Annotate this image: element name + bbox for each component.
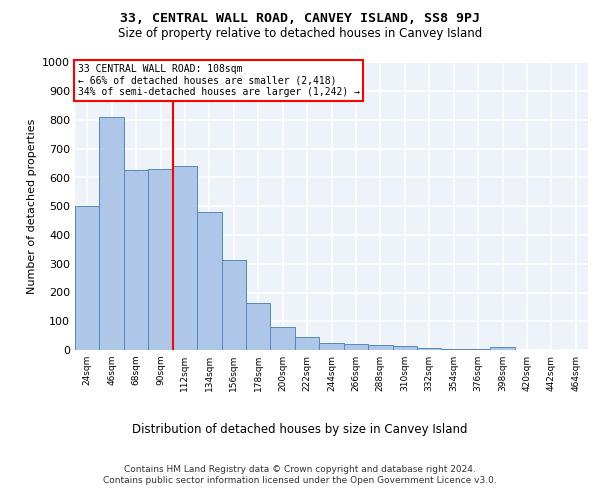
Text: Contains public sector information licensed under the Open Government Licence v3: Contains public sector information licen…: [103, 476, 497, 485]
Bar: [368, 345, 392, 350]
Bar: [246, 304, 271, 350]
Bar: [173, 166, 197, 350]
Text: 33 CENTRAL WALL ROAD: 108sqm
← 66% of detached houses are smaller (2,418)
34% of: 33 CENTRAL WALL ROAD: 108sqm ← 66% of de…: [77, 64, 359, 97]
Bar: [344, 344, 368, 350]
Bar: [221, 260, 246, 350]
Bar: [417, 348, 442, 350]
Y-axis label: Number of detached properties: Number of detached properties: [26, 118, 37, 294]
Bar: [442, 348, 466, 350]
Bar: [392, 346, 417, 350]
Bar: [197, 212, 221, 350]
Text: 33, CENTRAL WALL ROAD, CANVEY ISLAND, SS8 9PJ: 33, CENTRAL WALL ROAD, CANVEY ISLAND, SS…: [120, 12, 480, 26]
Bar: [295, 337, 319, 350]
Bar: [124, 170, 148, 350]
Bar: [148, 169, 173, 350]
Text: Size of property relative to detached houses in Canvey Island: Size of property relative to detached ho…: [118, 28, 482, 40]
Bar: [490, 347, 515, 350]
Text: Distribution of detached houses by size in Canvey Island: Distribution of detached houses by size …: [132, 422, 468, 436]
Bar: [75, 206, 100, 350]
Bar: [100, 117, 124, 350]
Text: Contains HM Land Registry data © Crown copyright and database right 2024.: Contains HM Land Registry data © Crown c…: [124, 465, 476, 474]
Bar: [271, 327, 295, 350]
Bar: [466, 348, 490, 350]
Bar: [319, 343, 344, 350]
